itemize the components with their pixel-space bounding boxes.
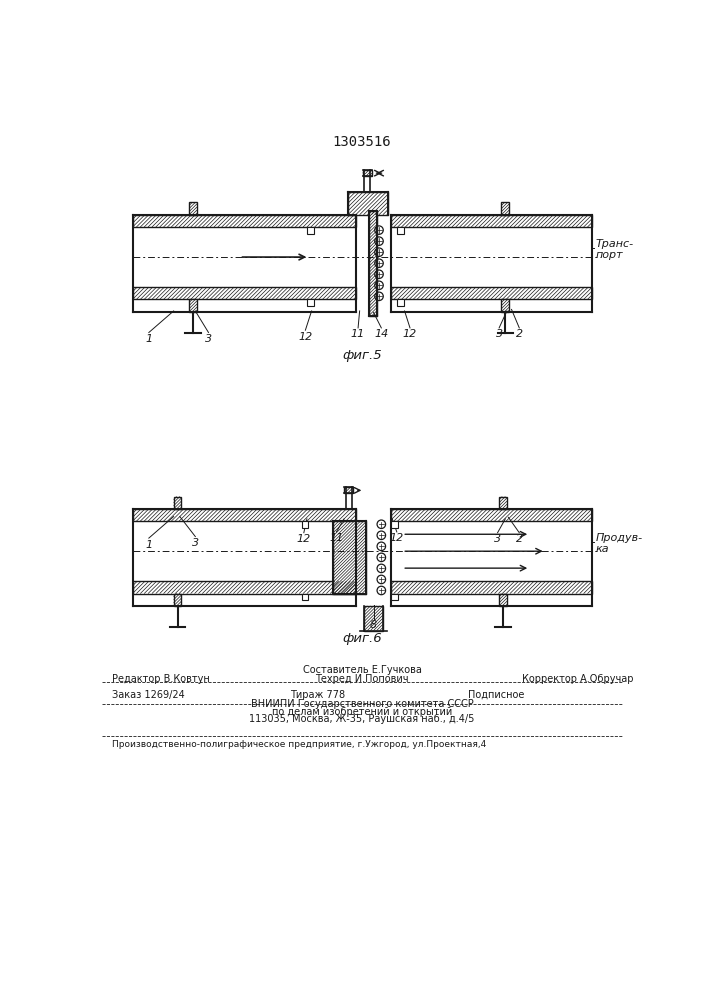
Text: Техред И.Попович: Техред И.Попович bbox=[315, 674, 409, 684]
Bar bbox=[364, 606, 383, 631]
Text: 2: 2 bbox=[515, 329, 523, 339]
Bar bbox=[301, 521, 308, 528]
Bar bbox=[391, 287, 592, 299]
Bar bbox=[397, 299, 404, 306]
Text: 113035, Москва, Ж-35, Раушская наб., д.4/5: 113035, Москва, Ж-35, Раушская наб., д.4… bbox=[250, 714, 474, 724]
Bar bbox=[369, 211, 377, 316]
Text: 2: 2 bbox=[515, 534, 523, 544]
Bar bbox=[391, 521, 397, 528]
Text: фиг.5: фиг.5 bbox=[342, 349, 382, 362]
Text: 1303516: 1303516 bbox=[332, 135, 391, 149]
Text: Подписное: Подписное bbox=[468, 690, 525, 700]
Text: 1: 1 bbox=[145, 540, 153, 550]
Text: ВНИИПИ Государственного комитета СССР: ВНИИПИ Государственного комитета СССР bbox=[250, 699, 473, 709]
Text: Транс-
порт: Транс- порт bbox=[596, 239, 634, 260]
Bar bbox=[174, 594, 182, 606]
Text: 12: 12 bbox=[298, 332, 312, 342]
Text: 12: 12 bbox=[403, 329, 417, 339]
Text: 3: 3 bbox=[496, 329, 503, 339]
Bar bbox=[344, 487, 354, 493]
Bar bbox=[332, 521, 366, 594]
Bar bbox=[363, 170, 372, 176]
Text: Корректор А.Обручар: Корректор А.Обручар bbox=[522, 674, 634, 684]
Text: 3: 3 bbox=[205, 334, 212, 344]
Bar bbox=[134, 215, 356, 227]
Bar bbox=[301, 594, 308, 600]
Bar bbox=[134, 287, 356, 299]
Bar bbox=[174, 497, 182, 509]
Text: Редактор В.Ковтун: Редактор В.Ковтун bbox=[112, 674, 209, 684]
Bar bbox=[307, 299, 314, 306]
Bar bbox=[397, 227, 404, 234]
Text: 12: 12 bbox=[297, 534, 311, 544]
Text: фиг.6: фиг.6 bbox=[342, 632, 382, 645]
Bar bbox=[501, 202, 509, 215]
Bar bbox=[391, 215, 592, 227]
Bar bbox=[307, 227, 314, 234]
Bar bbox=[499, 497, 507, 509]
Text: 11: 11 bbox=[329, 533, 344, 543]
Text: по делам изобретений и открытий: по делам изобретений и открытий bbox=[271, 707, 452, 717]
Text: 1: 1 bbox=[145, 334, 153, 344]
Bar bbox=[189, 202, 197, 215]
Bar bbox=[391, 581, 592, 594]
Text: Производственно-полиграфическое предприятие, г.Ужгород, ул.Проектная,4: Производственно-полиграфическое предприя… bbox=[112, 740, 486, 749]
Text: 11: 11 bbox=[351, 329, 366, 339]
Text: Продув-
ка: Продув- ка bbox=[596, 533, 643, 554]
Text: Составитель Е.Гучкова: Составитель Е.Гучкова bbox=[303, 665, 421, 675]
Text: Тираж 778: Тираж 778 bbox=[290, 690, 345, 700]
Bar bbox=[134, 509, 356, 521]
Bar bbox=[189, 299, 197, 312]
Text: 3: 3 bbox=[494, 534, 501, 544]
Bar bbox=[501, 299, 509, 312]
Text: Заказ 1269/24: Заказ 1269/24 bbox=[112, 690, 185, 700]
Text: 3: 3 bbox=[192, 538, 199, 548]
Text: 14: 14 bbox=[374, 329, 388, 339]
Bar bbox=[391, 594, 397, 600]
Bar bbox=[391, 509, 592, 521]
Text: 12: 12 bbox=[390, 533, 404, 543]
Bar bbox=[348, 192, 388, 215]
Bar bbox=[499, 594, 507, 606]
Bar bbox=[134, 581, 356, 594]
Text: 8: 8 bbox=[370, 620, 377, 631]
